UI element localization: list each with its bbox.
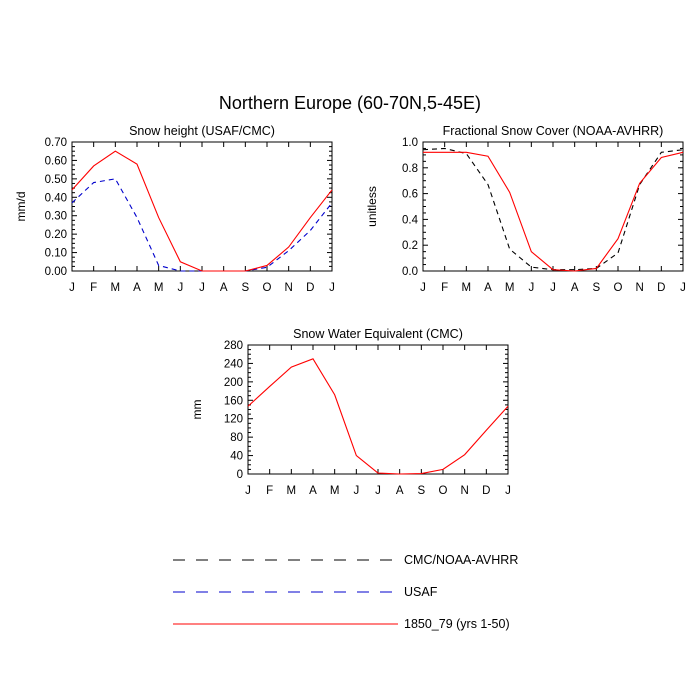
y-tick-label: 0.70 bbox=[45, 137, 67, 149]
y-axis-label: unitless bbox=[365, 186, 379, 227]
y-axis-label: mm bbox=[190, 400, 204, 420]
y-tick-label: 0.30 bbox=[45, 211, 67, 223]
legend-label: CMC/NOAA-AVHRR bbox=[404, 553, 518, 567]
y-tick-label: 0.60 bbox=[45, 155, 67, 167]
y-tick-label: 200 bbox=[224, 377, 243, 389]
chart-3: Snow Water Equivalent (CMC) mm 0 40 80 120 160… bbox=[190, 327, 511, 497]
x-tick-label: M bbox=[287, 485, 297, 497]
series-line-2 bbox=[247, 358, 509, 475]
x-tick-label: J bbox=[505, 485, 511, 497]
y-tick-label: 120 bbox=[224, 414, 243, 426]
y-tick-label: 160 bbox=[224, 395, 243, 407]
x-tick-label: A bbox=[309, 485, 317, 497]
charts: Snow height (USAF/CMC)mm/d0.000.100.200.… bbox=[14, 124, 686, 497]
x-tick-label: A bbox=[571, 282, 579, 294]
x-tick-label: J bbox=[528, 282, 534, 294]
y-tick-label: 0.10 bbox=[45, 248, 67, 260]
x-tick-label: N bbox=[461, 485, 469, 497]
chart-title: Snow height (USAF/CMC) bbox=[129, 124, 275, 138]
y-tick-label: 0.20 bbox=[45, 229, 67, 241]
x-tick-label: F bbox=[441, 282, 448, 294]
legend-label: 1850_79 (yrs 1-50) bbox=[404, 617, 510, 631]
x-tick-label: J bbox=[245, 485, 251, 497]
plot-frame bbox=[71, 141, 333, 272]
x-tick-label: M bbox=[330, 485, 340, 497]
legend: CMC/NOAA-AVHRR USAF 1850_79 (yrs 1-50) bbox=[173, 553, 518, 631]
x-tick-label: J bbox=[177, 282, 183, 294]
series-line-1 bbox=[71, 178, 333, 272]
x-tick-label: M bbox=[111, 282, 121, 294]
y-tick-label: 0 bbox=[237, 469, 243, 481]
y-tick-label: 40 bbox=[230, 451, 243, 463]
x-tick-label: A bbox=[133, 282, 141, 294]
x-tick-label: D bbox=[482, 485, 490, 497]
x-tick-label: F bbox=[266, 485, 273, 497]
x-tick-label: A bbox=[396, 485, 404, 497]
chart-title: Fractional Snow Cover (NOAA-AVHRR) bbox=[443, 124, 664, 138]
y-tick-label: 80 bbox=[230, 432, 243, 444]
x-tick-label: O bbox=[614, 282, 623, 294]
x-tick-label: S bbox=[241, 282, 249, 294]
x-tick-label: F bbox=[90, 282, 97, 294]
legend-item: 1850_79 (yrs 1-50) bbox=[173, 617, 510, 631]
plot-frame bbox=[422, 141, 684, 272]
chart-1: Snow height (USAF/CMC) mm/d 0.00 0.10 0.20 0.… bbox=[14, 124, 335, 294]
legend-item: CMC/NOAA-AVHRR bbox=[173, 553, 518, 567]
x-tick-label: N bbox=[285, 282, 293, 294]
x-tick-label: N bbox=[636, 282, 644, 294]
figure-title: Northern Europe (60-70N,5-45E) bbox=[219, 93, 481, 113]
series-line-1 bbox=[422, 147, 684, 271]
chart-2: Fractional Snow Cover (NOAA-AVHRR) unitle… bbox=[365, 124, 686, 294]
legend-label: USAF bbox=[404, 585, 438, 599]
y-tick-label: 0.8 bbox=[402, 163, 418, 175]
x-tick-label: J bbox=[353, 485, 359, 497]
y-axis-label: mm/d bbox=[14, 192, 28, 222]
chart-title: Snow Water Equivalent (CMC) bbox=[293, 327, 463, 341]
x-tick-label: M bbox=[154, 282, 164, 294]
x-tick-label: J bbox=[420, 282, 426, 294]
y-tick-label: 0.0 bbox=[402, 266, 418, 278]
y-tick-label: 0.6 bbox=[402, 189, 418, 201]
y-tick-label: 0.50 bbox=[45, 174, 67, 186]
x-tick-label: J bbox=[680, 282, 686, 294]
x-tick-label: A bbox=[220, 282, 228, 294]
plot-frame bbox=[247, 344, 509, 475]
series-line-2 bbox=[71, 150, 333, 272]
y-tick-label: 1.0 bbox=[402, 137, 418, 149]
y-tick-label: 0.40 bbox=[45, 192, 67, 204]
y-tick-label: 0.00 bbox=[45, 266, 67, 278]
x-tick-label: D bbox=[657, 282, 665, 294]
y-tick-label: 0.2 bbox=[402, 240, 418, 252]
x-tick-label: J bbox=[329, 282, 335, 294]
y-tick-label: 0.4 bbox=[402, 214, 419, 226]
x-tick-label: S bbox=[592, 282, 600, 294]
x-tick-label: J bbox=[69, 282, 75, 294]
x-tick-label: O bbox=[263, 282, 272, 294]
x-tick-label: D bbox=[306, 282, 314, 294]
x-tick-label: M bbox=[505, 282, 515, 294]
x-tick-label: J bbox=[199, 282, 205, 294]
x-tick-label: S bbox=[417, 485, 425, 497]
legend-item: USAF bbox=[173, 585, 438, 599]
x-tick-label: J bbox=[375, 485, 381, 497]
x-tick-label: J bbox=[550, 282, 556, 294]
x-tick-label: A bbox=[484, 282, 492, 294]
x-tick-label: O bbox=[439, 485, 448, 497]
x-tick-label: M bbox=[462, 282, 472, 294]
y-tick-label: 240 bbox=[224, 358, 243, 370]
series-line-2 bbox=[423, 151, 684, 272]
y-tick-label: 280 bbox=[224, 340, 243, 352]
